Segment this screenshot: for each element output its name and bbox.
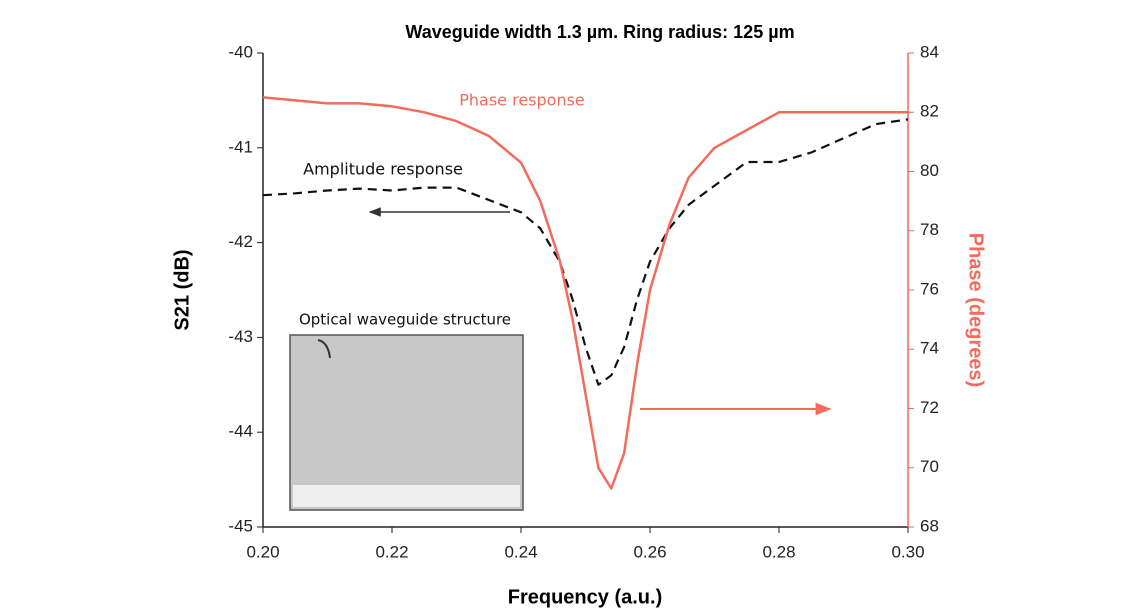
x-axis-label: Frequency (a.u.) [508,586,662,608]
inset-image [289,334,524,511]
y2-tick-label: 84 [920,42,939,61]
y2-tick-label: 78 [920,220,939,239]
y2-tick-label: 76 [920,279,939,298]
amplitude-annotation: Amplitude response [303,160,463,179]
x-tick-label: 0.20 [246,542,279,561]
x-tick-label: 0.22 [375,542,408,561]
y2-tick-label: 82 [920,102,939,121]
y-tick-label: -42 [228,232,253,251]
y2-axis-label: Phase (degrees) [965,233,987,388]
y-tick-label: -43 [228,327,253,346]
y2-tick-label: 68 [920,516,939,535]
x-tick-label: 0.26 [633,542,666,561]
chart-title: Waveguide width 1.3 µm. Ring radius: 125… [405,22,794,42]
y2-tick-label: 74 [920,339,939,358]
y-tick-label: -45 [228,516,253,535]
y-tick-label: -41 [228,137,253,156]
series-line [262,118,909,386]
phase-annotation: Phase response [459,91,585,110]
y-tick-label: -40 [228,42,253,61]
y2-tick-label: 72 [920,398,939,417]
x-tick-label: 0.30 [891,542,924,561]
y-tick-label: -44 [228,422,253,441]
y2-tick-label: 80 [920,161,939,180]
inset-detail [317,339,331,359]
y-axis-label: S21 (dB) [171,249,193,330]
x-tick-label: 0.28 [762,542,795,561]
x-tick-label: 0.24 [504,542,537,561]
series-line [262,96,908,490]
y2-tick-label: 70 [920,457,939,476]
inset-footer [293,485,520,507]
inset-annotation: Optical waveguide structure [299,311,511,329]
